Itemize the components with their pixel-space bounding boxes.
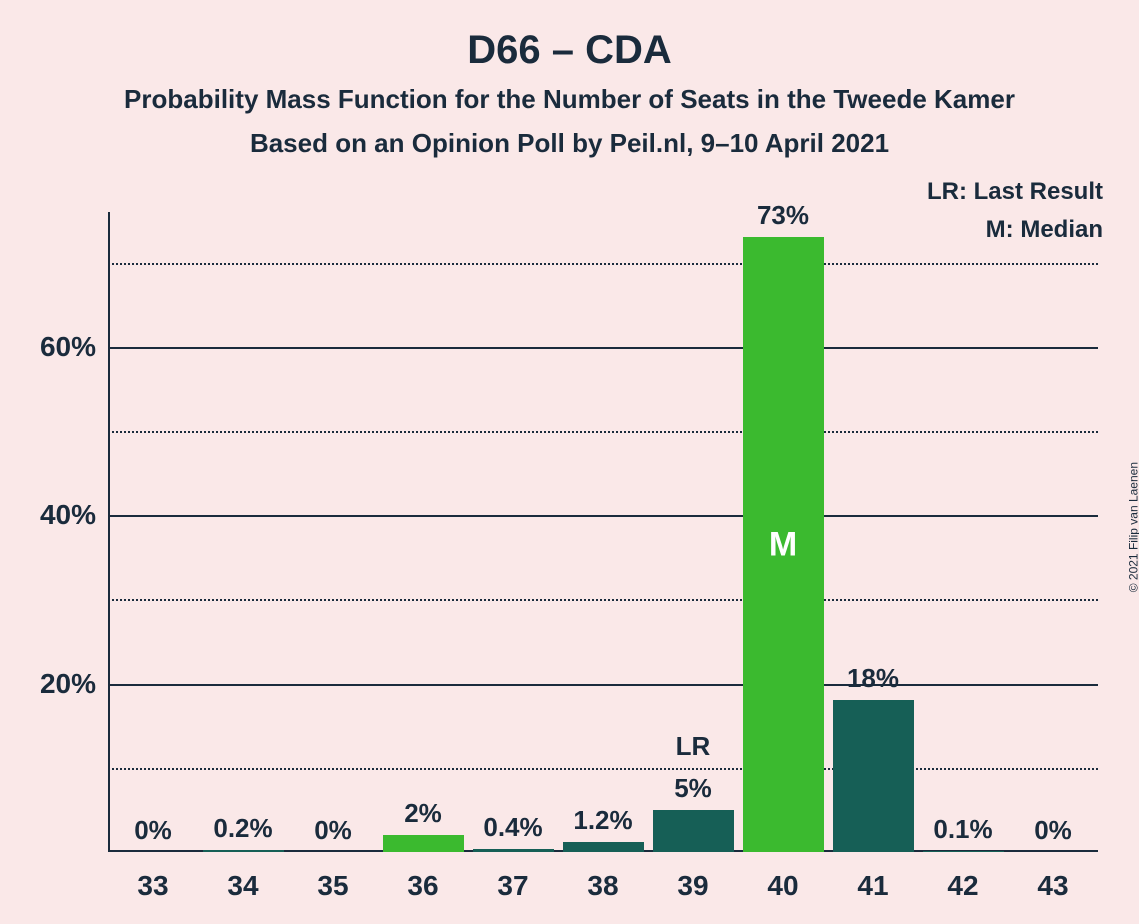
bar-value-label: 0% (1034, 815, 1072, 846)
x-tick-label: 40 (767, 852, 798, 902)
bar-value-label: 0.4% (483, 812, 542, 843)
bar (563, 842, 644, 852)
gridline-major (108, 515, 1098, 517)
bar-value-label: 18% (847, 663, 899, 694)
y-tick-label: 60% (40, 331, 108, 363)
x-tick-label: 34 (227, 852, 258, 902)
x-tick-label: 42 (947, 852, 978, 902)
gridline-minor (108, 599, 1098, 601)
gridline-minor (108, 431, 1098, 433)
chart-subtitle-1: Probability Mass Function for the Number… (0, 84, 1139, 115)
gridline-minor (108, 768, 1098, 770)
bar-annotation: LR (676, 731, 711, 762)
y-axis (108, 212, 110, 852)
bar-value-label: 0.1% (933, 814, 992, 845)
x-tick-label: 38 (587, 852, 618, 902)
bar (383, 835, 464, 852)
x-tick-label: 43 (1037, 852, 1068, 902)
legend-lr: LR: Last Result (927, 178, 1103, 206)
bar-value-label: 73% (757, 200, 809, 231)
gridline-major (108, 347, 1098, 349)
x-tick-label: 41 (857, 852, 888, 902)
chart-title: D66 – CDA (0, 28, 1139, 73)
bar-value-label: 0% (314, 815, 352, 846)
y-tick-label: 40% (40, 499, 108, 531)
bar-value-label: 0.2% (213, 813, 272, 844)
bar (653, 810, 734, 852)
bar-value-label: 2% (404, 798, 442, 829)
x-tick-label: 37 (497, 852, 528, 902)
median-mark: M (769, 525, 797, 564)
chart-subtitle-2: Based on an Opinion Poll by Peil.nl, 9–1… (0, 128, 1139, 159)
bar-value-label: 5% (674, 773, 712, 804)
x-tick-label: 35 (317, 852, 348, 902)
y-tick-label: 20% (40, 668, 108, 700)
x-tick-label: 33 (137, 852, 168, 902)
bar (833, 700, 914, 852)
chart-plot-area: 20%40%60%330%340.2%350%362%370.4%381.2%3… (108, 212, 1098, 852)
copyright-text: © 2021 Filip van Laenen (1126, 462, 1139, 592)
gridline-major (108, 684, 1098, 686)
gridline-minor (108, 263, 1098, 265)
bar-value-label: 0% (134, 815, 172, 846)
x-tick-label: 39 (677, 852, 708, 902)
x-tick-label: 36 (407, 852, 438, 902)
bar-value-label: 1.2% (573, 805, 632, 836)
